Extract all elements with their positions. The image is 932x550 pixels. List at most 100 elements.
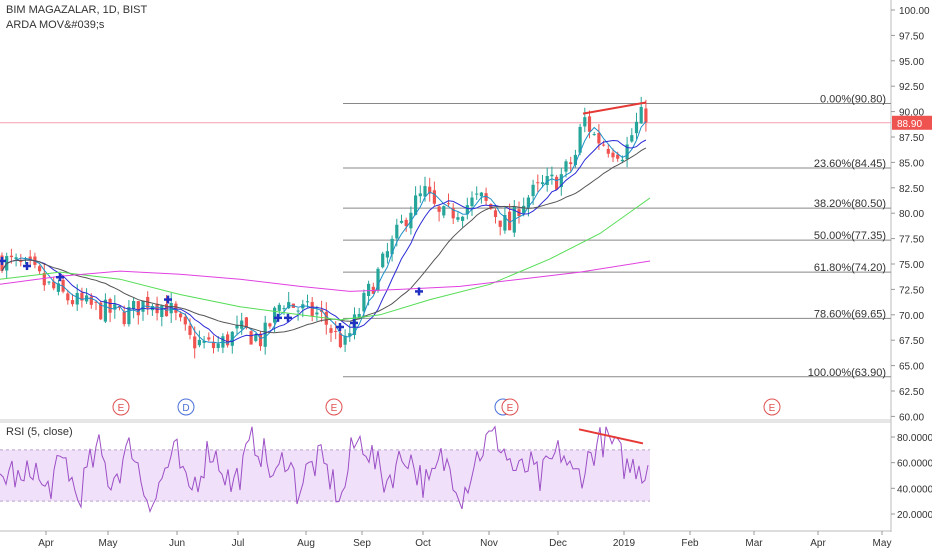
fib-level-label: 0.00%(90.80)	[820, 93, 886, 105]
candle-body	[113, 304, 117, 310]
candle-body	[338, 333, 342, 348]
time-axis-label: 2019	[613, 538, 636, 549]
rsi-axis-label: 40.0000	[897, 484, 932, 495]
candle-body	[254, 334, 258, 341]
candle-body	[174, 303, 178, 313]
candle-body	[122, 311, 126, 325]
candle-body	[75, 292, 79, 305]
candle-body	[343, 335, 347, 345]
price-axis-label: 67.50	[899, 336, 924, 347]
candle-body	[564, 161, 568, 172]
time-axis-label: Apr	[810, 538, 826, 549]
candle-body	[179, 313, 183, 318]
price-axis-label: 72.50	[899, 285, 924, 296]
candle-body	[461, 216, 465, 221]
time-axis-label: May	[99, 538, 118, 549]
candle-body	[592, 134, 596, 136]
price-axis-label: 75.00	[899, 260, 924, 271]
cross-marker-icon	[23, 262, 31, 271]
price-axis-label: 97.50	[899, 31, 924, 42]
price-axis-label: 70.00	[899, 311, 924, 322]
price-axis-label: 92.50	[899, 82, 924, 93]
price-axis-label: 90.00	[899, 108, 924, 119]
ma-slow-line	[1, 147, 647, 334]
candle-body	[555, 176, 559, 190]
candle-body	[404, 219, 408, 227]
ma-fast-line	[1, 121, 647, 344]
price-axis-label: 100.00	[899, 6, 930, 17]
candle-body	[329, 328, 333, 333]
candle-body	[630, 135, 634, 142]
fib-level-label: 78.60%(69.65)	[814, 308, 886, 320]
current-price-label: 88.90	[897, 119, 922, 130]
candle-body	[132, 301, 136, 310]
time-axis-label: Aug	[297, 538, 315, 549]
rsi-axis-label: 80.0000	[897, 433, 932, 444]
candle-body	[446, 203, 451, 205]
candle-body	[432, 190, 436, 204]
candle-body	[42, 272, 46, 286]
indicator-title: ARDA MOV&#039;s	[6, 19, 105, 31]
candle-body	[522, 205, 526, 214]
candle-body	[160, 305, 164, 317]
candle-body	[531, 184, 535, 197]
candle-body	[310, 302, 314, 317]
candle-body	[545, 176, 549, 185]
candle-body	[390, 238, 394, 255]
candle-body	[235, 324, 239, 329]
candle-body	[136, 301, 140, 316]
candle-body	[211, 342, 216, 349]
candle-body	[611, 152, 615, 158]
candle-body	[89, 296, 93, 305]
time-axis-label: Apr	[38, 538, 54, 549]
price-axis-label: 82.50	[899, 184, 924, 195]
candle-body	[19, 260, 23, 262]
candle-body	[202, 340, 206, 343]
time-axis-label: Sep	[353, 538, 371, 549]
candle-body	[376, 268, 380, 291]
candle-body	[127, 307, 131, 325]
candle-body	[559, 174, 563, 188]
candle-body	[197, 339, 201, 346]
cross-marker-icon	[56, 273, 64, 282]
candle-body	[282, 308, 286, 310]
candle-body	[381, 253, 385, 268]
candle-body	[268, 323, 272, 327]
candle-body	[334, 330, 338, 332]
candle-body	[287, 302, 291, 309]
candle-body	[263, 322, 267, 347]
candle-body	[442, 206, 446, 216]
candle-body	[244, 317, 248, 328]
event-marker-label: E	[331, 403, 338, 414]
price-axis-label: 85.00	[899, 158, 924, 169]
candle-body	[38, 266, 42, 272]
time-axis-label: Jun	[169, 538, 185, 549]
candle-body	[423, 186, 427, 197]
time-axis-label: May	[873, 538, 892, 549]
ma-mid-line	[1, 139, 647, 343]
time-axis-label: Feb	[681, 538, 699, 549]
candle-body	[207, 337, 211, 340]
cross-marker-icon	[164, 295, 172, 304]
price-divergence-line	[582, 101, 647, 115]
ma-green-line	[0, 197, 651, 321]
ma-magenta-line	[0, 260, 651, 292]
earnings-marker	[763, 398, 781, 416]
candle-body	[418, 193, 422, 197]
event-marker-label: E	[507, 403, 514, 414]
time-axis-label: Dec	[549, 538, 567, 549]
candle-body	[602, 144, 606, 146]
candle-body	[277, 304, 281, 311]
event-marker-label: D	[182, 403, 189, 414]
event-marker-label: E	[769, 403, 776, 414]
time-axis-label: Jul	[232, 538, 245, 549]
candle-body	[493, 210, 498, 217]
price-axis-label: 95.00	[899, 57, 924, 68]
candle-body	[399, 220, 404, 223]
rsi-line	[0, 425, 649, 514]
candle-body	[99, 302, 103, 320]
candle-body	[348, 333, 352, 337]
price-axis-label: 77.50	[899, 235, 924, 246]
rsi-divergence-line	[578, 428, 644, 445]
